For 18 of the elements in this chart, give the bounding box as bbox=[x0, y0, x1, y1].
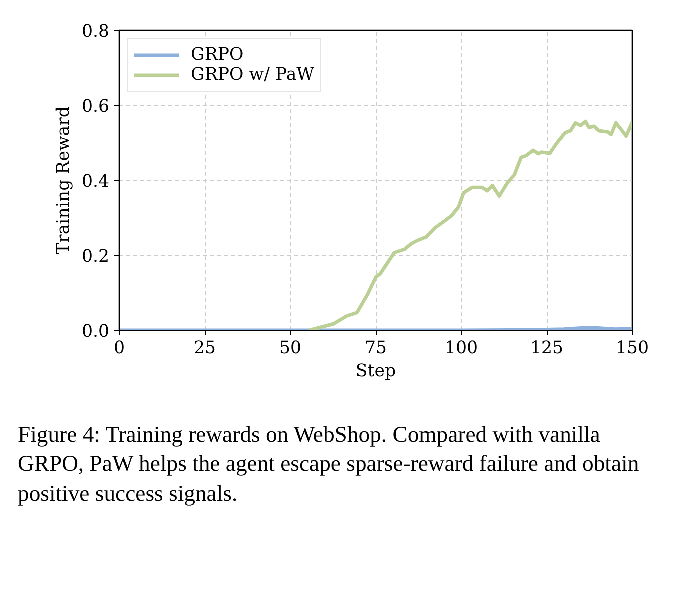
y-tick-label: 0.0 bbox=[82, 322, 110, 342]
x-tick-label: 100 bbox=[444, 338, 478, 358]
y-tick-label: 0.4 bbox=[82, 172, 110, 192]
x-tick-label: 25 bbox=[194, 338, 216, 358]
y-tick-label: 0.2 bbox=[82, 247, 110, 267]
x-tick-label: 0 bbox=[114, 338, 126, 358]
y-axis-title: Training Reward bbox=[54, 106, 74, 255]
x-tick-label: 75 bbox=[364, 338, 388, 358]
x-axis-title: Step bbox=[356, 362, 396, 382]
x-tick-label: 125 bbox=[530, 338, 564, 358]
legend-label: GRPO w/ PaW bbox=[191, 65, 314, 85]
y-tick-label: 0.6 bbox=[82, 97, 110, 117]
legend-label: GRPO bbox=[191, 45, 244, 65]
y-tick-label: 0.8 bbox=[82, 22, 110, 42]
x-tick-label: 50 bbox=[279, 338, 302, 358]
caption: Figure 4: Training rewards on WebShop. Compared with vanilla GRPO, PaW helps the agent escape sparse-reward failure and obtain positive success signals. bbox=[18, 421, 640, 508]
x-tick-label: 150 bbox=[616, 338, 650, 358]
line-series bbox=[308, 120, 632, 330]
